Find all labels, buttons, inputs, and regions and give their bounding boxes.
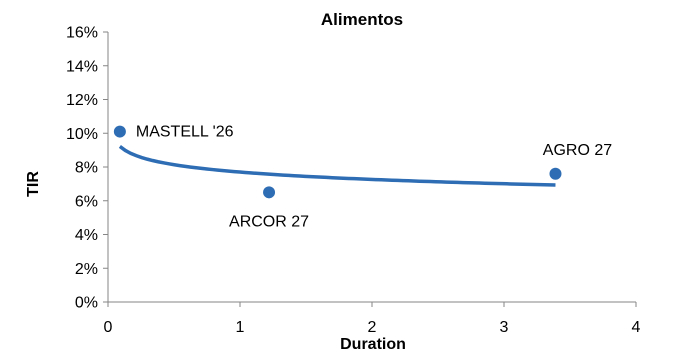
trendline (118, 145, 556, 187)
y-tick-label: 4% (75, 227, 98, 244)
x-axis-title: Duration (340, 336, 406, 352)
x-axis-ticks: 0 1 2 3 4 (104, 302, 641, 336)
y-tick-label: 0% (75, 295, 98, 312)
data-points: MASTELL '26 ARCOR 27 AGRO 27 (113, 124, 612, 230)
x-tick-label: 1 (236, 319, 245, 336)
y-tick-label: 2% (75, 261, 98, 278)
y-axis-title: TIR (25, 171, 42, 197)
data-point (549, 167, 562, 180)
y-tick-label: 14% (66, 58, 98, 75)
data-label: MASTELL '26 (136, 124, 234, 141)
y-tick-label: 12% (66, 92, 98, 109)
y-tick-label: 10% (66, 126, 98, 143)
y-tick-label: 8% (75, 160, 98, 177)
data-point (263, 186, 276, 199)
chart-title: Alimentos (321, 10, 403, 29)
x-tick-label: 0 (104, 319, 113, 336)
y-tick-label: 6% (75, 193, 98, 210)
data-label: AGRO 27 (543, 142, 612, 159)
y-axis-ticks: 0% 2% 4% 6% 8% 10% 12% 14% 16% (66, 25, 108, 312)
data-point (113, 125, 126, 138)
x-tick-label: 3 (500, 319, 509, 336)
x-tick-label: 2 (368, 319, 377, 336)
x-tick-label: 4 (632, 319, 641, 336)
data-label: ARCOR 27 (229, 213, 309, 230)
y-tick-label: 16% (66, 25, 98, 42)
